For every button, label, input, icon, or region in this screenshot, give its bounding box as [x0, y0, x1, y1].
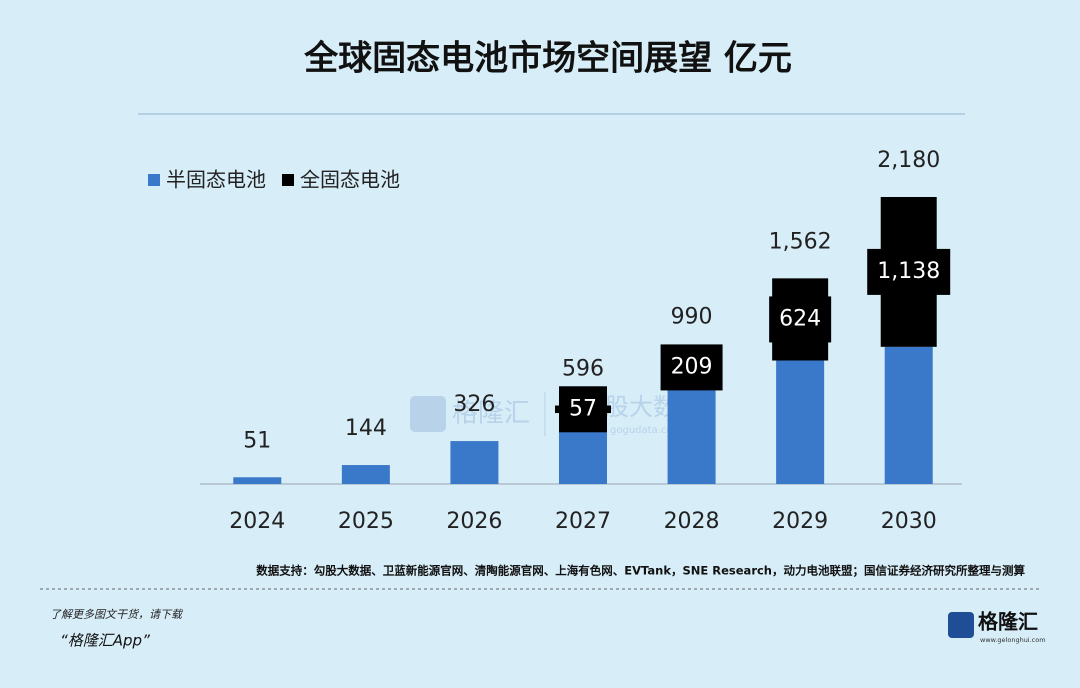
- watermark-icon: [410, 396, 446, 432]
- value-label: 624: [779, 306, 821, 331]
- total-label: 990: [671, 305, 713, 330]
- bar-segment: [884, 346, 933, 484]
- legend-swatch: [282, 174, 294, 186]
- watermark-text: 格隆汇: [452, 399, 530, 429]
- footer-text: 了解更多图文干货，请下载: [50, 608, 184, 621]
- bar-segment: [776, 360, 825, 484]
- bar-segment: [667, 381, 716, 484]
- total-label: 144: [345, 416, 387, 441]
- value-label-box: [769, 296, 832, 343]
- total-label: 2,180: [877, 148, 940, 173]
- source-note: 数据支持：勾股大数据、卫蓝新能源官网、清陶能源官网、上海有色网、EVTank，S…: [256, 564, 1025, 578]
- value-label: 1,138: [877, 259, 940, 284]
- bar-segment: [233, 477, 282, 484]
- x-tick-label: 2028: [664, 509, 720, 534]
- total-label: 1,562: [769, 229, 832, 254]
- total-label: 51: [243, 428, 271, 453]
- value-label: 57: [569, 396, 597, 421]
- footer-app: “格隆汇App”: [60, 632, 150, 650]
- x-tick-label: 2029: [772, 509, 828, 534]
- x-tick-label: 2027: [555, 509, 611, 534]
- legend-label: 半固态电池: [166, 168, 266, 192]
- value-label: 209: [671, 354, 713, 379]
- total-label: 326: [453, 392, 495, 417]
- x-tick-label: 2030: [881, 509, 937, 534]
- value-label-box: [867, 248, 951, 295]
- logo-icon: [948, 612, 974, 638]
- legend-label: 全固态电池: [300, 168, 400, 192]
- legend-swatch: [148, 174, 160, 186]
- x-tick-label: 2024: [229, 509, 285, 534]
- value-label-box: [660, 344, 723, 391]
- bar-segment: [341, 465, 390, 484]
- x-tick-label: 2026: [446, 509, 502, 534]
- value-label-box: [559, 386, 607, 433]
- x-tick-label: 2025: [338, 509, 394, 534]
- total-label: 596: [562, 357, 604, 382]
- logo-url: www.gelonghui.com: [980, 636, 1046, 644]
- chart-title: 全球固态电池市场空间展望 亿元: [303, 39, 792, 79]
- watermark-url: gogudata.com: [610, 425, 682, 436]
- bar-segment: [450, 441, 499, 484]
- logo-text: 格隆汇: [978, 610, 1038, 634]
